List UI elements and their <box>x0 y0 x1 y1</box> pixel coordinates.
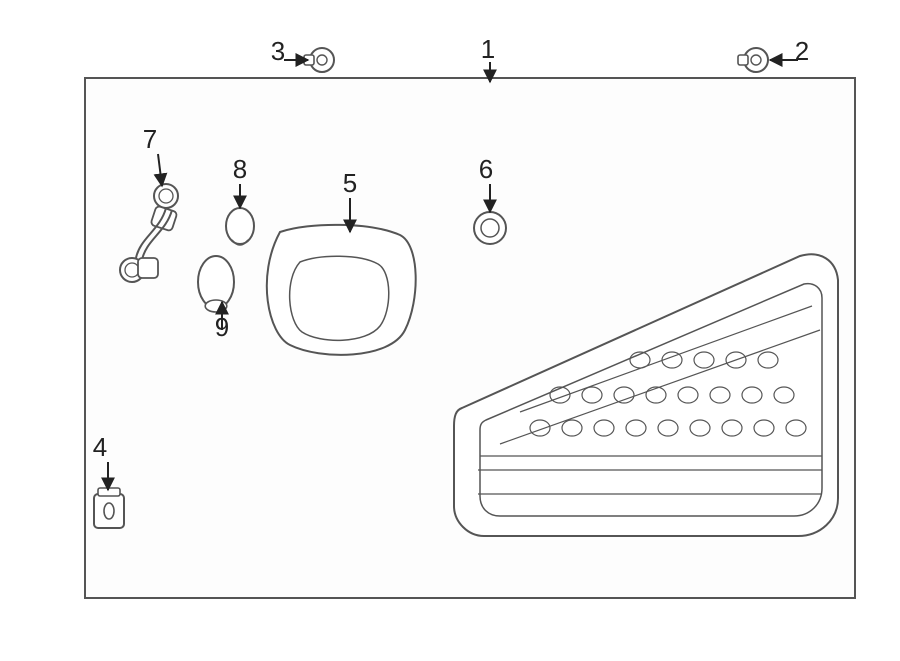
callout-number-7: 7 <box>143 124 157 154</box>
callout-number-6: 6 <box>479 154 493 184</box>
callout-number-8: 8 <box>233 154 247 184</box>
callout-number-9: 9 <box>215 312 229 342</box>
callout-number-3: 3 <box>271 36 285 66</box>
screw-icon <box>304 48 334 72</box>
bulb-small <box>226 208 254 245</box>
parts-diagram: 1 2 3 4 5 6 7 8 9 <box>0 0 900 661</box>
callout-number-2: 2 <box>795 36 809 66</box>
retainer-clip <box>94 488 124 528</box>
callout-number-4: 4 <box>93 432 107 462</box>
grommet <box>474 212 506 244</box>
callout-number-1: 1 <box>481 34 495 64</box>
callout-number-5: 5 <box>343 168 357 198</box>
screw-icon <box>738 48 768 72</box>
gasket <box>267 225 416 355</box>
